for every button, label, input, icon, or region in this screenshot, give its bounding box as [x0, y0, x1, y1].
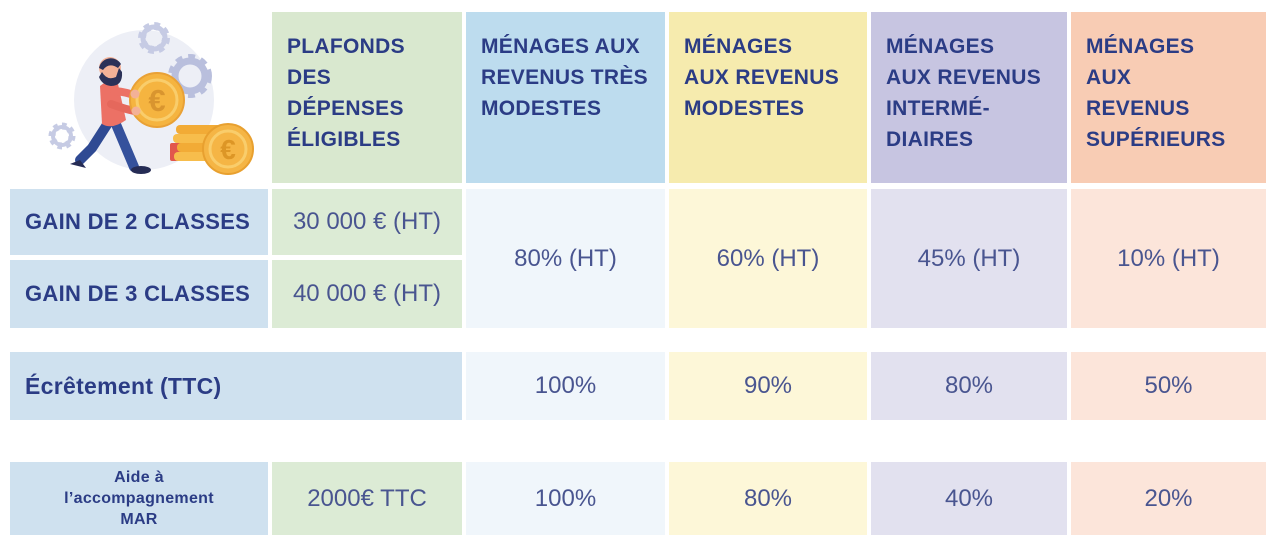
cell-gain2-plafond: 30 000 € (HT) [272, 189, 462, 255]
cell-aide-plafond: 2000€ TTC [272, 462, 462, 535]
gear-icon [138, 22, 170, 54]
header-revenus-superieurs: MÉNAGES AUX REVENUS SUPÉRIEURS [1071, 12, 1266, 183]
cell-ecretement-superieurs: 50% [1071, 352, 1266, 420]
row-label-aide-mar: Aide à l’accompagnement MAR [10, 462, 268, 535]
row-label-gain-3-classes: GAIN DE 3 CLASSES [10, 260, 268, 328]
row-label-gain-2-classes: GAIN DE 2 CLASSES [10, 189, 268, 255]
cell-ecretement-intermediaires: 80% [871, 352, 1067, 420]
svg-text:€: € [148, 83, 165, 118]
header-plafonds-depenses: PLAFONDS DES DÉPENSES ÉLIGIBLES [272, 12, 462, 183]
header-revenus-modestes: MÉNAGES AUX REVENUS MODESTES [669, 12, 867, 183]
cell-ecretement-tres-modestes: 100% [466, 352, 665, 420]
cell-aide-tres-modestes: 100% [466, 462, 665, 535]
cell-taux-modestes: 60% (HT) [669, 189, 867, 328]
rates-table: € [10, 12, 1266, 535]
cell-gain3-plafond: 40 000 € (HT) [272, 260, 462, 328]
row-label-ecretement: Écrêtement (TTC) [10, 352, 462, 420]
header-revenus-intermediaires: MÉNAGES AUX REVENUS INTERMÉ- DIAIRES [871, 12, 1067, 183]
person-figure [70, 57, 151, 174]
cell-taux-superieurs: 10% (HT) [1071, 189, 1266, 328]
euro-coin-icon: € [129, 72, 185, 128]
illustration-cell: € [10, 12, 268, 183]
gear-icon [168, 54, 212, 98]
money-renovation-illustration: € [48, 22, 254, 175]
cell-aide-intermediaires: 40% [871, 462, 1067, 535]
cell-taux-intermediaires: 45% (HT) [871, 189, 1067, 328]
gear-icon [48, 122, 76, 150]
euro-coin-icon: € [202, 123, 254, 175]
cell-taux-tres-modestes: 80% (HT) [466, 189, 665, 328]
cell-ecretement-modestes: 90% [669, 352, 867, 420]
cell-aide-modestes: 80% [669, 462, 867, 535]
header-revenus-tres-modestes: MÉNAGES AUX REVENUS TRÈS MODESTES [466, 12, 665, 183]
svg-text:€: € [220, 134, 236, 165]
cell-aide-superieurs: 20% [1071, 462, 1266, 535]
